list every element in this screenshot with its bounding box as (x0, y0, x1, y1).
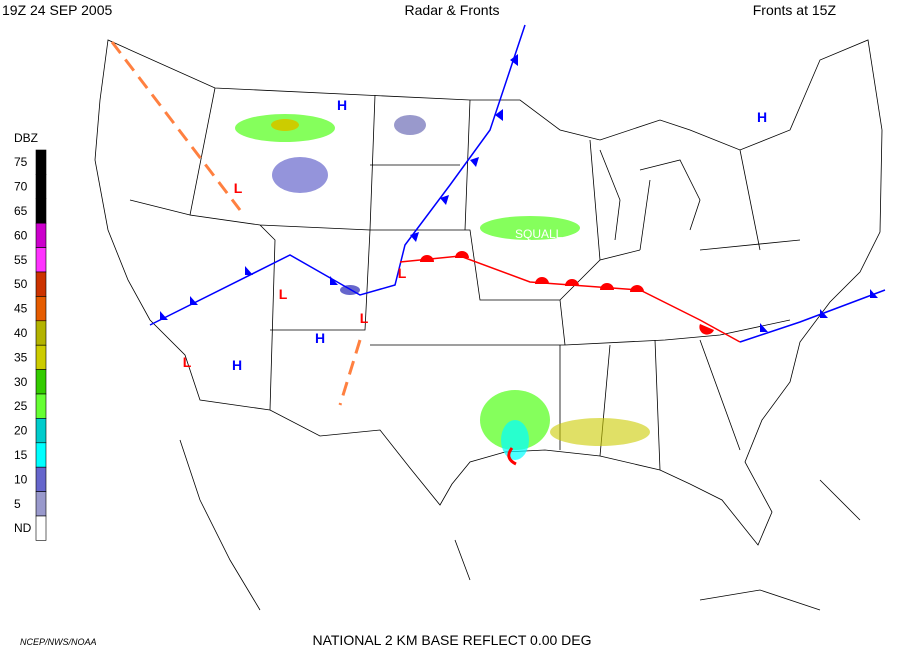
header-time: 19Z 24 SEP 2005 (2, 2, 112, 18)
legend-swatch (35, 393, 47, 419)
pressure-center: H (337, 97, 347, 113)
footer-product: NATIONAL 2 KM BASE REFLECT 0.00 DEG (312, 632, 591, 648)
header-title: Radar & Fronts (405, 2, 500, 18)
legend-label: 25 (14, 399, 28, 413)
map-outline (94, 39, 883, 611)
legend-label: 55 (14, 253, 28, 267)
legend-label: 45 (14, 302, 28, 316)
pressure-center: H (757, 109, 767, 125)
radar-echo (501, 420, 529, 460)
legend-label: 5 (14, 497, 21, 511)
legend-swatch (35, 247, 47, 273)
legend-swatch (35, 442, 47, 468)
legend-swatch (35, 320, 47, 346)
pressure-center: L (183, 354, 192, 370)
hurricane-symbol (507, 447, 517, 466)
fronts (110, 24, 886, 406)
legend-swatch (35, 344, 47, 370)
legend-swatch (35, 198, 47, 224)
radar-echo (550, 418, 650, 446)
legend-swatch (35, 466, 47, 492)
pressure-center: L (360, 310, 369, 326)
radar-echo (480, 216, 580, 240)
legend-label: 70 (14, 180, 28, 194)
legend-label: 75 (14, 155, 28, 169)
header-fronts: Fronts at 15Z (753, 2, 837, 18)
legend-swatch (35, 149, 47, 175)
radar-echo (394, 115, 426, 135)
legend-swatch (35, 222, 47, 248)
legend-label: ND (14, 521, 32, 535)
radar-echoes (235, 114, 650, 466)
pressure-center: H (315, 330, 325, 346)
pressure-center: L (234, 180, 243, 196)
legend-label: 30 (14, 375, 28, 389)
trough (110, 41, 242, 211)
legend-label: 20 (14, 424, 28, 438)
radar-echo (271, 119, 299, 131)
squall-label: SQUALL (515, 227, 563, 241)
legend-label: 15 (14, 448, 28, 462)
cold-front (149, 24, 526, 326)
legend-swatch (35, 296, 47, 322)
warm-front (399, 255, 741, 343)
legend-swatch (35, 515, 47, 541)
legend-swatch (35, 418, 47, 444)
legend-label: 65 (14, 204, 28, 218)
footer-credit: NCEP/NWS/NOAA (20, 637, 97, 647)
legend-title: DBZ (14, 131, 38, 145)
legend-swatch (35, 271, 47, 297)
cold-front (739, 289, 886, 343)
legend-swatch (35, 369, 47, 395)
legend-label: 50 (14, 277, 28, 291)
trough (338, 339, 362, 406)
legend-label: 35 (14, 350, 28, 364)
legend-swatch (35, 491, 47, 517)
legend-label: 40 (14, 326, 28, 340)
legend-label: 10 (14, 472, 28, 486)
radar-echo (272, 157, 328, 193)
pressure-center: L (279, 286, 288, 302)
legend: DBZ 75 70 65 60 55 50 45 40 35 30 25 20 15 10 5 ND (14, 131, 47, 541)
legend-swatch (35, 174, 47, 200)
pressure-center: H (232, 357, 242, 373)
legend-label: 60 (14, 228, 28, 242)
pressure-center: L (398, 265, 407, 281)
